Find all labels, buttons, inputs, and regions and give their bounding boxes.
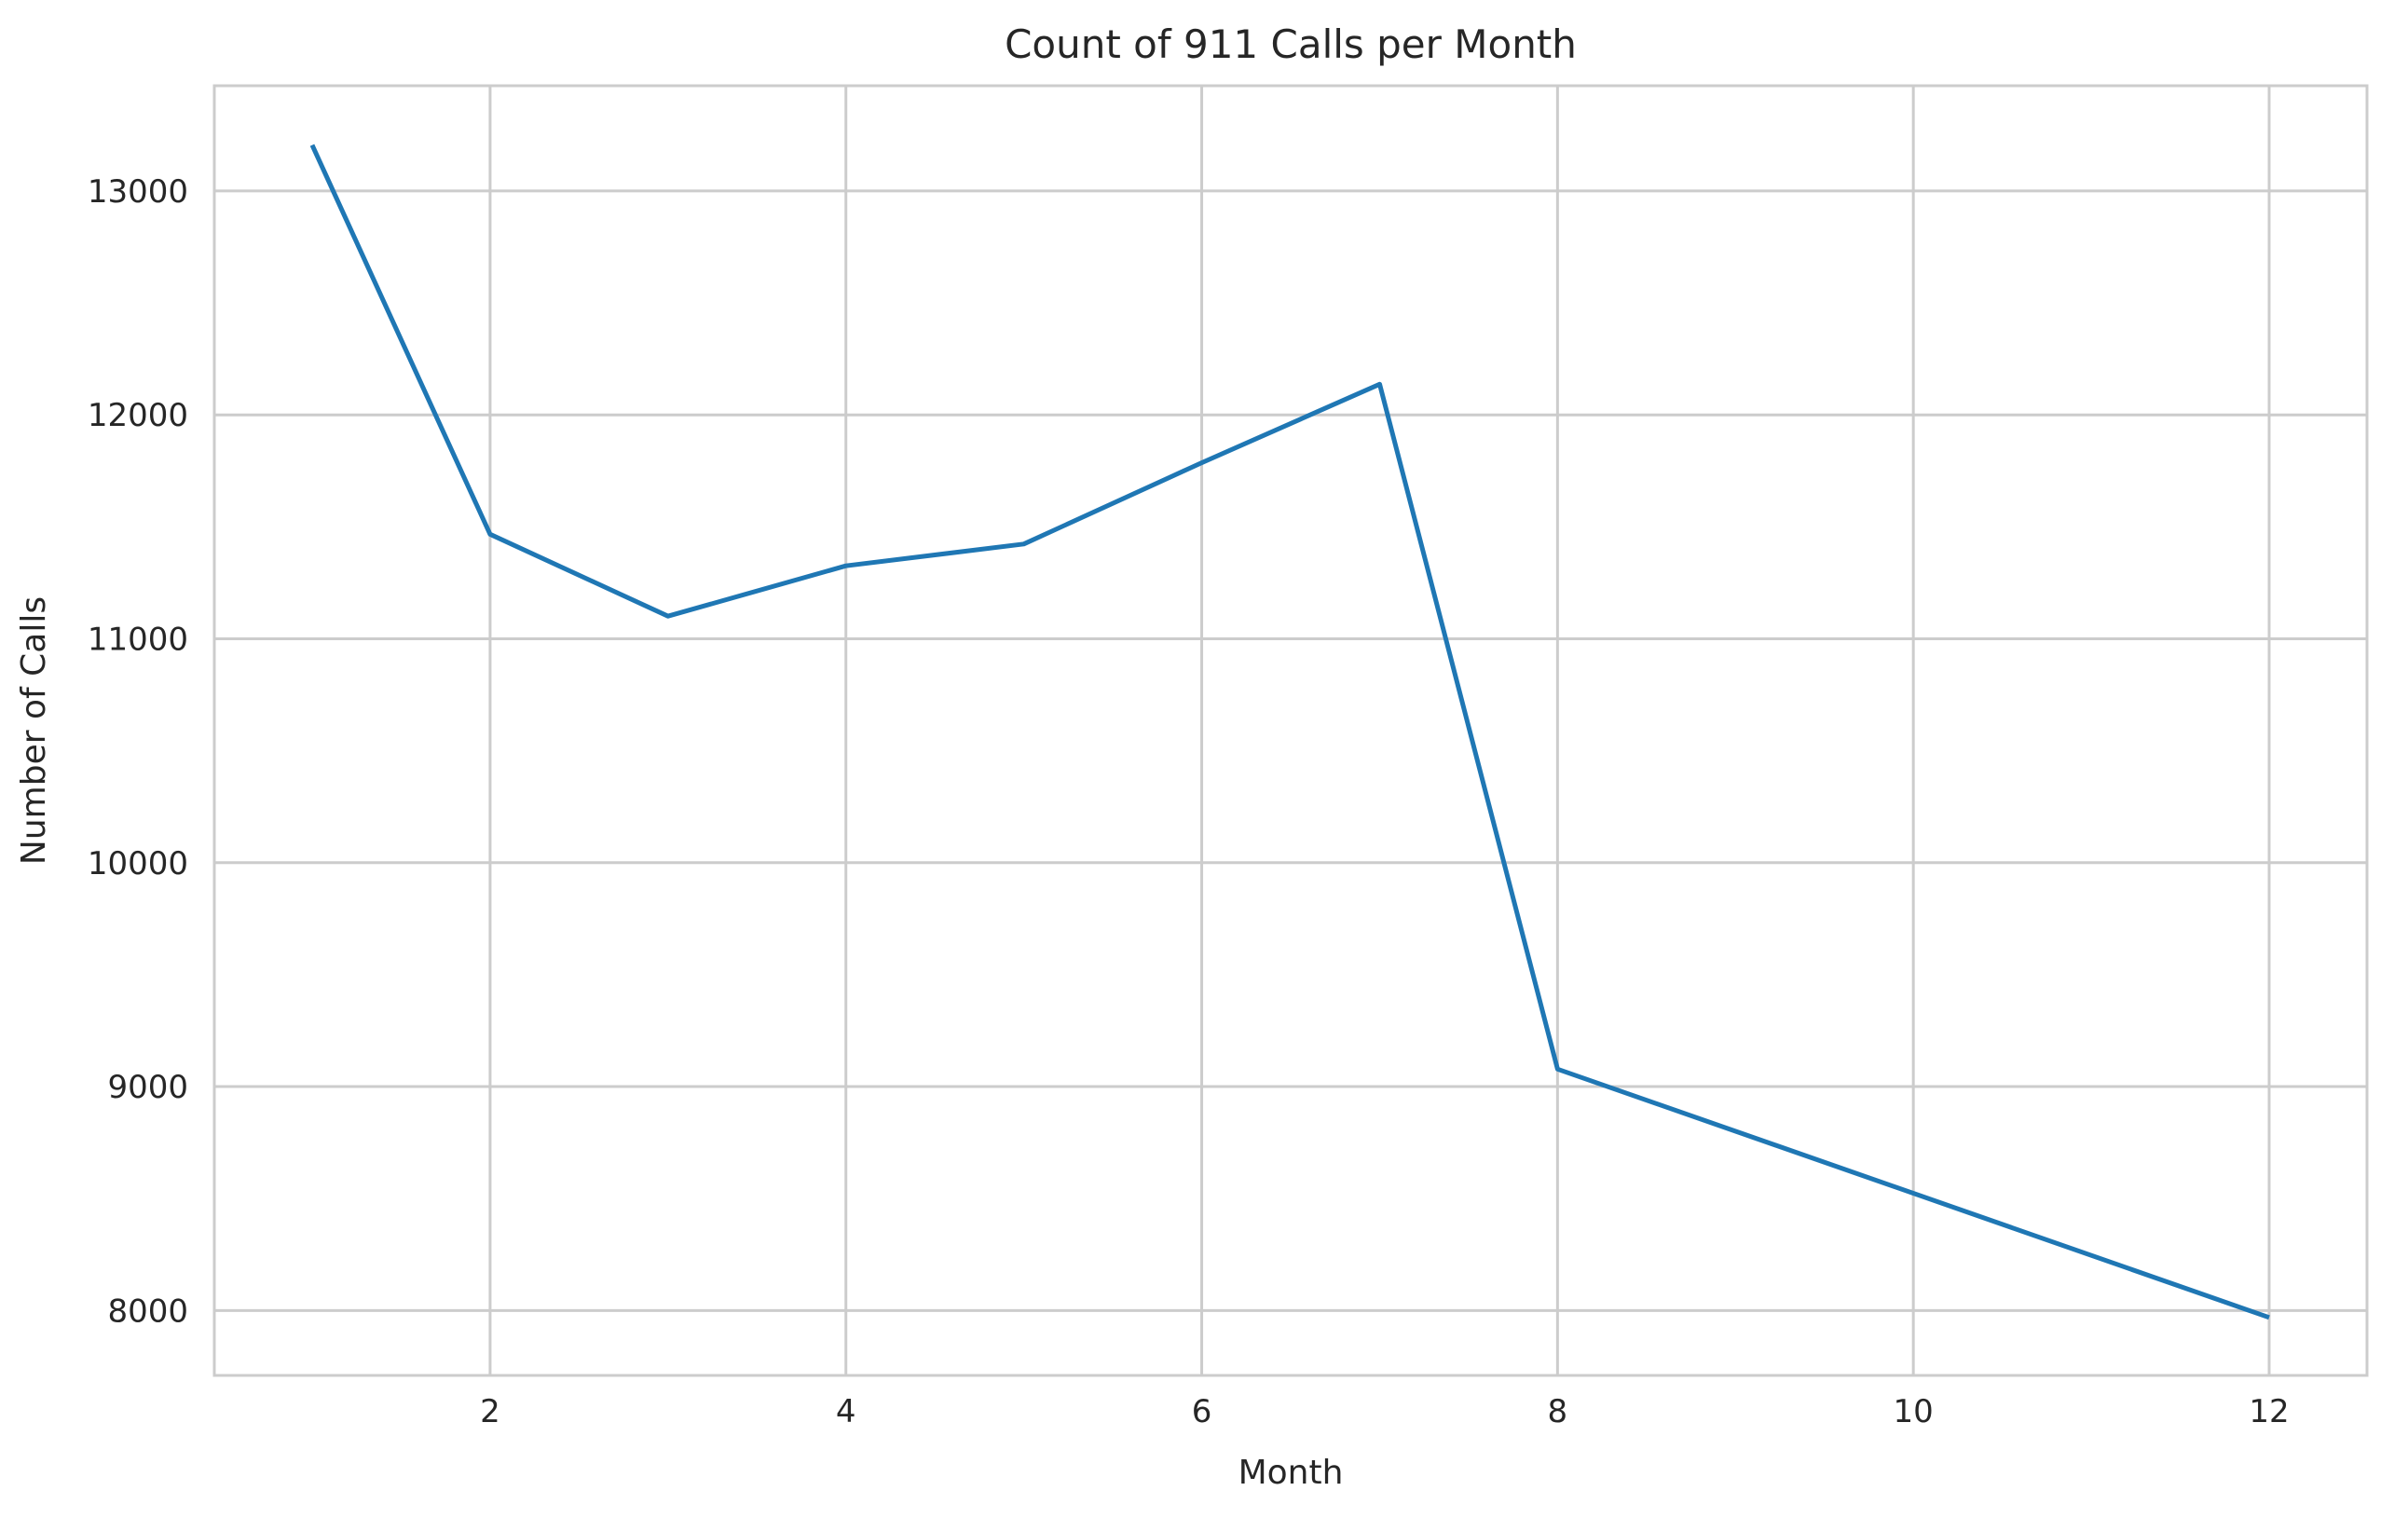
x-tick-label: 2: [480, 1393, 500, 1430]
y-axis-label: Number of Calls: [15, 596, 53, 865]
y-tick-label: 11000: [88, 621, 188, 658]
y-tick-label: 13000: [88, 173, 188, 211]
x-tick-label: 12: [2249, 1393, 2289, 1430]
x-tick-label: 8: [1548, 1393, 1568, 1430]
y-tick-labels: 8000 9000 10000 11000 12000 13000: [88, 173, 188, 1330]
y-tick-label: 10000: [88, 845, 188, 882]
chart-title: Count of 911 Calls per Month: [1005, 21, 1577, 67]
y-tick-label: 12000: [88, 397, 188, 434]
x-tick-labels: 2 4 6 8 10 12: [480, 1393, 2290, 1430]
x-tick-label: 4: [836, 1393, 856, 1430]
grid-layer: [214, 86, 2367, 1375]
plot-frame: [212, 84, 2369, 1377]
series-line: [309, 144, 2270, 1320]
x-tick-label: 6: [1192, 1393, 1212, 1430]
x-axis-label: Month: [1238, 1454, 1344, 1492]
y-tick-label: 9000: [107, 1069, 188, 1106]
x-tick-label: 10: [1894, 1393, 1934, 1430]
series-layer: [309, 144, 2270, 1320]
y-tick-label: 8000: [107, 1292, 188, 1330]
